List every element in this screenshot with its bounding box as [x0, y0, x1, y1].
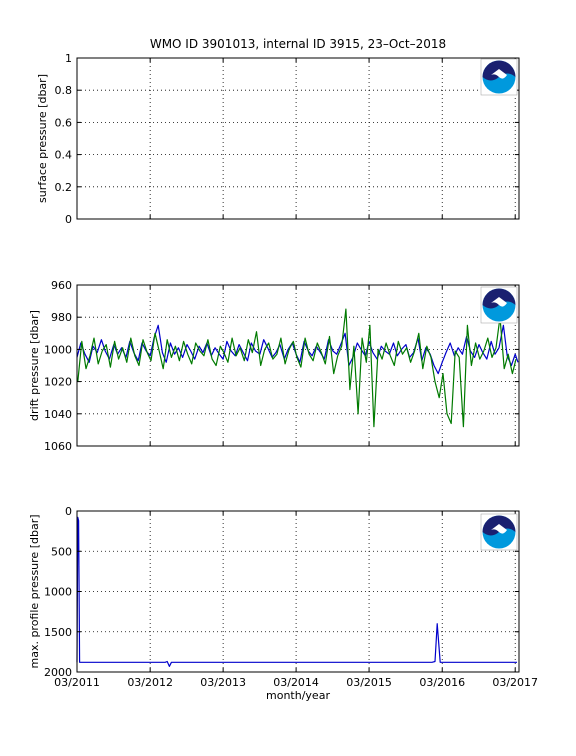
y-tick-label: 980 — [51, 311, 72, 324]
y-tick-label: 1000 — [44, 586, 72, 599]
y-tick-label: 0 — [65, 213, 72, 226]
x-tick-label: 03/2011 — [54, 676, 100, 689]
x-tick-label: 03/2015 — [346, 676, 392, 689]
surface-pressure-panel: 0 0.2 0.4 0.6 0.8 1 surface pressure [dbar] — [36, 52, 520, 226]
y-axis-label: surface pressure [dbar] — [36, 74, 49, 203]
series-line-1 — [77, 308, 517, 428]
y-tick-label: 0 — [65, 505, 72, 518]
x-tick-label: 03/2014 — [273, 676, 319, 689]
y-axis-label: drift pressure [dbar] — [28, 310, 41, 421]
x-axis-label: month/year — [266, 689, 330, 702]
y-tick-label: 2000 — [44, 666, 72, 679]
y-tick-label: 1020 — [44, 376, 72, 389]
y-tick-label: 500 — [51, 545, 72, 558]
series-line-0 — [76, 324, 519, 375]
y-tick-label: 0.6 — [55, 116, 73, 129]
figure-title: WMO ID 3901013, internal ID 3915, 23–Oct… — [150, 37, 446, 51]
noaa-logo-icon — [480, 286, 518, 324]
y-tick-label: 1000 — [44, 343, 72, 356]
y-tick-label: 0.8 — [55, 84, 73, 97]
axes-box — [76, 57, 520, 220]
series-line-0 — [76, 516, 517, 668]
y-tick-label: 0.4 — [55, 149, 73, 162]
y-tick-label: 1040 — [44, 408, 72, 421]
y-tick-label: 1060 — [44, 440, 72, 453]
axes-box — [76, 284, 520, 447]
x-tick-label: 03/2016 — [419, 676, 465, 689]
y-tick-label: 0.2 — [55, 181, 73, 194]
x-tick-label: 03/2012 — [127, 676, 173, 689]
noaa-logo-icon — [480, 58, 518, 96]
y-tick-label: 960 — [51, 279, 72, 292]
x-tick-label: 03/2013 — [200, 676, 246, 689]
drift-pressure-panel: 960 980 1000 1020 1040 1060 drift pressure [db… — [28, 279, 520, 453]
y-axis-label: max. profile pressure [dbar] — [28, 514, 41, 668]
y-tick-label: 1 — [65, 52, 72, 65]
x-tick-label: 03/2017 — [492, 676, 538, 689]
y-tick-label: 1500 — [44, 626, 72, 639]
noaa-logo-icon — [480, 513, 518, 551]
